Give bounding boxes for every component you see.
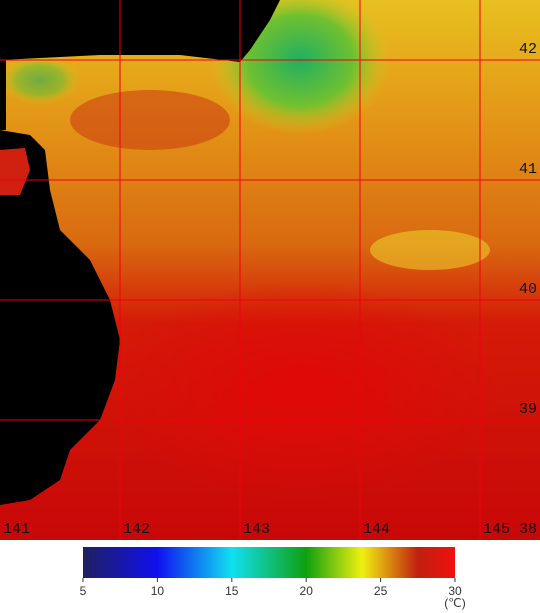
longitude-label: 144 (363, 521, 390, 538)
latitude-label: 39 (519, 401, 537, 418)
colorbar-tick-label: 5 (80, 584, 87, 598)
latitude-label: 41 (519, 161, 537, 178)
longitude-label: 145 (483, 521, 510, 538)
longitude-label: 143 (243, 521, 270, 538)
colorbar-tick-label: 15 (225, 584, 239, 598)
longitude-label: 141 (3, 521, 30, 538)
colorbar-tick-label: 10 (151, 584, 165, 598)
colorbar-tick-label: 25 (374, 584, 388, 598)
colorbar (83, 547, 455, 578)
map-image (0, 0, 540, 540)
latitude-label: 40 (519, 281, 537, 298)
colorbar-unit: (℃) (444, 596, 465, 610)
latitude-label: 38 (519, 521, 537, 538)
colorbar-tick-label: 20 (300, 584, 314, 598)
latitude-label: 42 (519, 41, 537, 58)
graticule: 141 142 143 144 145 42 41 40 39 38 (0, 0, 540, 540)
colorbar-tick-label: 30 (448, 584, 462, 598)
longitude-label: 142 (123, 521, 150, 538)
